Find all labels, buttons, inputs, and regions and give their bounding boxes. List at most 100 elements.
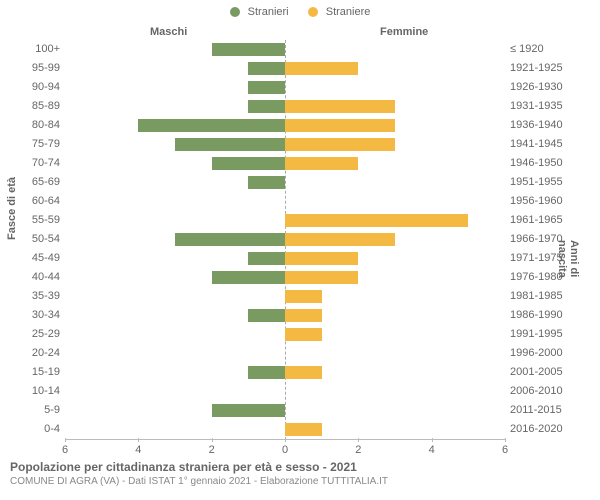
birth-year-label: 1936-1940 xyxy=(510,116,570,135)
birth-year-label: 1946-1950 xyxy=(510,154,570,173)
bar-female xyxy=(285,157,358,170)
bar-male xyxy=(212,271,285,284)
bar-female xyxy=(285,271,358,284)
age-label: 30-34 xyxy=(20,306,60,325)
birth-year-label: 1941-1945 xyxy=(510,135,570,154)
age-label: 80-84 xyxy=(20,116,60,135)
bar-male xyxy=(212,157,285,170)
pyramid-row: 90-941926-1930 xyxy=(65,78,505,97)
legend: Stranieri Straniere xyxy=(0,6,600,18)
pyramid-row: 0-42016-2020 xyxy=(65,420,505,439)
bar-rows: 100+≤ 192095-991921-192590-941926-193085… xyxy=(65,40,505,440)
age-label: 60-64 xyxy=(20,192,60,211)
pyramid-row: 70-741946-1950 xyxy=(65,154,505,173)
bar-male xyxy=(248,252,285,265)
legend-item-female: Straniere xyxy=(308,6,371,18)
age-label: 40-44 xyxy=(20,268,60,287)
bar-male xyxy=(248,81,285,94)
age-label: 15-19 xyxy=(20,363,60,382)
age-label: 5-9 xyxy=(20,401,60,420)
birth-year-label: 1921-1925 xyxy=(510,59,570,78)
birth-year-label: 1991-1995 xyxy=(510,325,570,344)
bar-female xyxy=(285,328,322,341)
birth-year-label: 1926-1930 xyxy=(510,78,570,97)
bar-male xyxy=(212,43,285,56)
legend-label-male: Stranieri xyxy=(248,6,289,18)
bar-female xyxy=(285,214,468,227)
age-label: 0-4 xyxy=(20,420,60,439)
birth-year-label: ≤ 1920 xyxy=(510,40,570,59)
age-label: 70-74 xyxy=(20,154,60,173)
x-tick: 6 xyxy=(55,444,75,456)
age-label: 10-14 xyxy=(20,382,60,401)
bar-female xyxy=(285,100,395,113)
birth-year-label: 1986-1990 xyxy=(510,306,570,325)
age-label: 100+ xyxy=(20,40,60,59)
column-header-female: Femmine xyxy=(380,26,428,38)
bar-female xyxy=(285,119,395,132)
bar-female xyxy=(285,423,322,436)
bar-female xyxy=(285,138,395,151)
age-label: 35-39 xyxy=(20,287,60,306)
bar-male xyxy=(248,176,285,189)
age-label: 45-49 xyxy=(20,249,60,268)
x-tick: 0 xyxy=(275,444,295,456)
birth-year-label: 2001-2005 xyxy=(510,363,570,382)
pyramid-row: 85-891931-1935 xyxy=(65,97,505,116)
age-label: 75-79 xyxy=(20,135,60,154)
birth-year-label: 1976-1980 xyxy=(510,268,570,287)
legend-item-male: Stranieri xyxy=(230,6,289,18)
x-tick: 6 xyxy=(495,444,515,456)
bar-male xyxy=(175,233,285,246)
bar-female xyxy=(285,366,322,379)
x-axis-ticks: 6420246 xyxy=(65,440,505,460)
age-label: 55-59 xyxy=(20,211,60,230)
bar-male xyxy=(138,119,285,132)
x-tick: 4 xyxy=(128,444,148,456)
pyramid-row: 50-541966-1970 xyxy=(65,230,505,249)
bar-male xyxy=(175,138,285,151)
age-label: 85-89 xyxy=(20,97,60,116)
x-tick: 2 xyxy=(348,444,368,456)
birth-year-label: 2016-2020 xyxy=(510,420,570,439)
pyramid-row: 20-241996-2000 xyxy=(65,344,505,363)
pyramid-row: 80-841936-1940 xyxy=(65,116,505,135)
plot-area: 100+≤ 192095-991921-192590-941926-193085… xyxy=(65,40,505,440)
pyramid-row: 75-791941-1945 xyxy=(65,135,505,154)
pyramid-row: 100+≤ 1920 xyxy=(65,40,505,59)
x-tick: 4 xyxy=(422,444,442,456)
pyramid-row: 10-142006-2010 xyxy=(65,382,505,401)
bar-male xyxy=(248,309,285,322)
age-label: 20-24 xyxy=(20,344,60,363)
birth-year-label: 1961-1965 xyxy=(510,211,570,230)
pyramid-row: 55-591961-1965 xyxy=(65,211,505,230)
pyramid-row: 40-441976-1980 xyxy=(65,268,505,287)
age-label: 65-69 xyxy=(20,173,60,192)
chart-footer: Popolazione per cittadinanza straniera p… xyxy=(10,460,590,487)
x-tick: 2 xyxy=(202,444,222,456)
birth-year-label: 1956-1960 xyxy=(510,192,570,211)
birth-year-label: 1971-1975 xyxy=(510,249,570,268)
pyramid-row: 65-691951-1955 xyxy=(65,173,505,192)
birth-year-label: 1951-1955 xyxy=(510,173,570,192)
birth-year-label: 1966-1970 xyxy=(510,230,570,249)
pyramid-row: 45-491971-1975 xyxy=(65,249,505,268)
bar-female xyxy=(285,290,322,303)
pyramid-row: 60-641956-1960 xyxy=(65,192,505,211)
legend-label-female: Straniere xyxy=(326,6,371,18)
bar-female xyxy=(285,252,358,265)
age-label: 50-54 xyxy=(20,230,60,249)
y-axis-title-left: Fasce di età xyxy=(6,177,18,240)
bar-female xyxy=(285,309,322,322)
bar-male xyxy=(248,62,285,75)
birth-year-label: 1931-1935 xyxy=(510,97,570,116)
bar-male xyxy=(248,100,285,113)
column-header-male: Maschi xyxy=(150,26,187,38)
population-pyramid-chart: Stranieri Straniere Maschi Femmine Fasce… xyxy=(0,0,600,500)
birth-year-label: 1996-2000 xyxy=(510,344,570,363)
pyramid-row: 15-192001-2005 xyxy=(65,363,505,382)
bar-male xyxy=(248,366,285,379)
birth-year-label: 2011-2015 xyxy=(510,401,570,420)
age-label: 95-99 xyxy=(20,59,60,78)
legend-swatch-female xyxy=(308,7,318,17)
